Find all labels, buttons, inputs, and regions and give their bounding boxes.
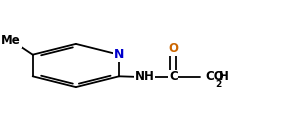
Text: N: N: [114, 48, 124, 61]
Text: H: H: [219, 70, 229, 83]
Text: O: O: [169, 42, 178, 55]
Text: CO: CO: [205, 70, 224, 83]
Text: 2: 2: [215, 80, 221, 89]
Text: Me: Me: [1, 34, 21, 47]
Text: C: C: [169, 70, 178, 83]
Text: NH: NH: [135, 70, 155, 83]
